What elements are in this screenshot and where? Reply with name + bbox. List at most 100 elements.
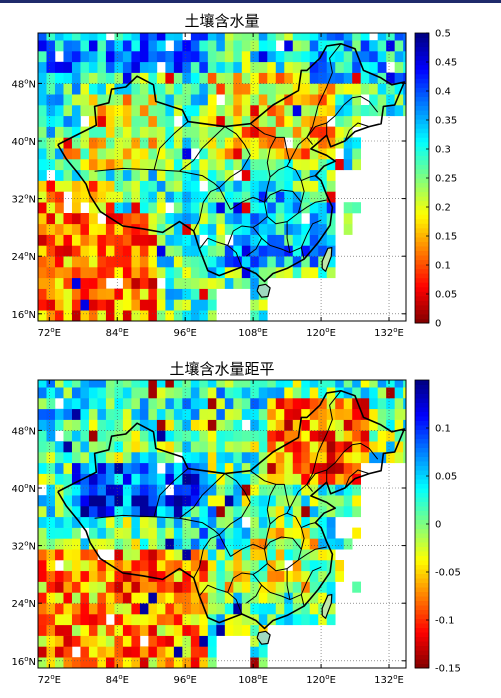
grid-cell <box>54 310 64 321</box>
grid-cell <box>207 462 217 474</box>
grid-cell <box>233 137 243 149</box>
grid-cell <box>352 484 362 496</box>
grid-cell <box>139 484 149 496</box>
grid-cell <box>88 288 98 300</box>
grid-cell <box>97 83 107 95</box>
grid-cell <box>131 527 141 539</box>
grid-cell <box>97 430 107 442</box>
grid-cell <box>165 430 175 442</box>
grid-cell <box>309 191 319 203</box>
grid-cell <box>309 94 319 106</box>
province-boundary <box>250 470 276 485</box>
grid-cell <box>301 105 311 117</box>
grid-cell <box>301 387 311 399</box>
grid-cell <box>301 33 311 41</box>
grid-cell <box>267 380 277 388</box>
grid-cell <box>318 387 328 399</box>
grid-cell <box>71 126 81 138</box>
grid-cell <box>335 506 345 518</box>
grid-cell <box>131 159 141 171</box>
grid-cell <box>63 256 73 268</box>
grid-cell <box>38 256 47 268</box>
grid-cell <box>173 624 183 636</box>
grid-cell <box>343 398 353 410</box>
grid-cell <box>182 506 192 518</box>
grid-cell <box>241 452 251 464</box>
grid-cell <box>309 419 319 431</box>
grid-cell <box>301 603 311 615</box>
grid-cell <box>131 473 141 485</box>
grid-cell <box>139 560 149 572</box>
grid-cell <box>318 51 328 63</box>
grid-cell <box>258 310 268 321</box>
grid-cell <box>335 115 345 127</box>
colorbar-segment <box>415 164 429 170</box>
grid-cell <box>148 115 158 127</box>
grid-cell <box>139 506 149 518</box>
grid-cell <box>63 570 73 582</box>
grid-cell <box>165 581 175 593</box>
grid-cell <box>301 462 311 474</box>
grid-cell <box>97 380 107 388</box>
grid-cell <box>326 527 336 539</box>
grid-cell <box>284 83 294 95</box>
grid-cell <box>114 592 124 604</box>
grid-cell <box>63 105 73 117</box>
grid-cell <box>233 94 243 106</box>
grid-cell <box>165 180 175 192</box>
grid-cell <box>38 191 47 203</box>
grid-cell <box>250 635 260 647</box>
grid-cell <box>241 387 251 399</box>
grid-cell <box>216 624 226 636</box>
grid-cell <box>207 256 217 268</box>
grid-cell <box>156 527 166 539</box>
grid-cell <box>343 33 353 41</box>
grid-cell <box>122 40 132 52</box>
grid-cell <box>199 570 209 582</box>
grid-cell <box>114 72 124 84</box>
grid-cell <box>38 581 47 593</box>
grid-cell <box>394 105 404 117</box>
grid-cell <box>335 495 345 507</box>
grid-cell <box>216 581 226 593</box>
grid-cell <box>241 441 251 453</box>
grid-cell <box>301 441 311 453</box>
grid-cell <box>258 592 268 604</box>
grid-cell <box>54 380 64 388</box>
grid-cell <box>216 126 226 138</box>
grid-cell <box>54 614 64 626</box>
grid-cell <box>114 267 124 279</box>
grid-cell <box>386 408 395 420</box>
colorbar-segment <box>415 528 429 534</box>
grid-cell <box>131 256 141 268</box>
grid-cell <box>284 516 294 528</box>
grid-cell <box>80 506 90 518</box>
grid-cell <box>275 213 285 225</box>
grid-cell <box>233 441 243 453</box>
grid-cell <box>199 105 209 117</box>
grid-cell <box>335 538 345 550</box>
grid-cell <box>173 603 183 615</box>
grid-cell <box>156 380 166 388</box>
grid-cell <box>301 159 311 171</box>
grid-cell <box>292 223 302 235</box>
grid-cell <box>241 408 251 420</box>
graticule <box>38 380 406 668</box>
grid-cell <box>352 419 362 431</box>
colorbar-tick-label: 0.2 <box>435 203 451 214</box>
grid-cell <box>190 408 200 420</box>
grid-cell <box>148 105 158 117</box>
data-grid-cells <box>38 380 406 668</box>
grid-cell <box>71 624 81 636</box>
grid-cell <box>88 115 98 127</box>
grid-cell <box>190 581 200 593</box>
grid-cell <box>284 398 294 410</box>
grid-cell <box>114 380 124 388</box>
grid-cell <box>241 245 251 257</box>
grid-cell <box>71 148 81 160</box>
grid-cell <box>275 33 285 41</box>
grid-cell <box>224 115 234 127</box>
grid-cell <box>156 560 166 572</box>
grid-cell <box>386 430 395 442</box>
grid-cell <box>71 549 81 561</box>
